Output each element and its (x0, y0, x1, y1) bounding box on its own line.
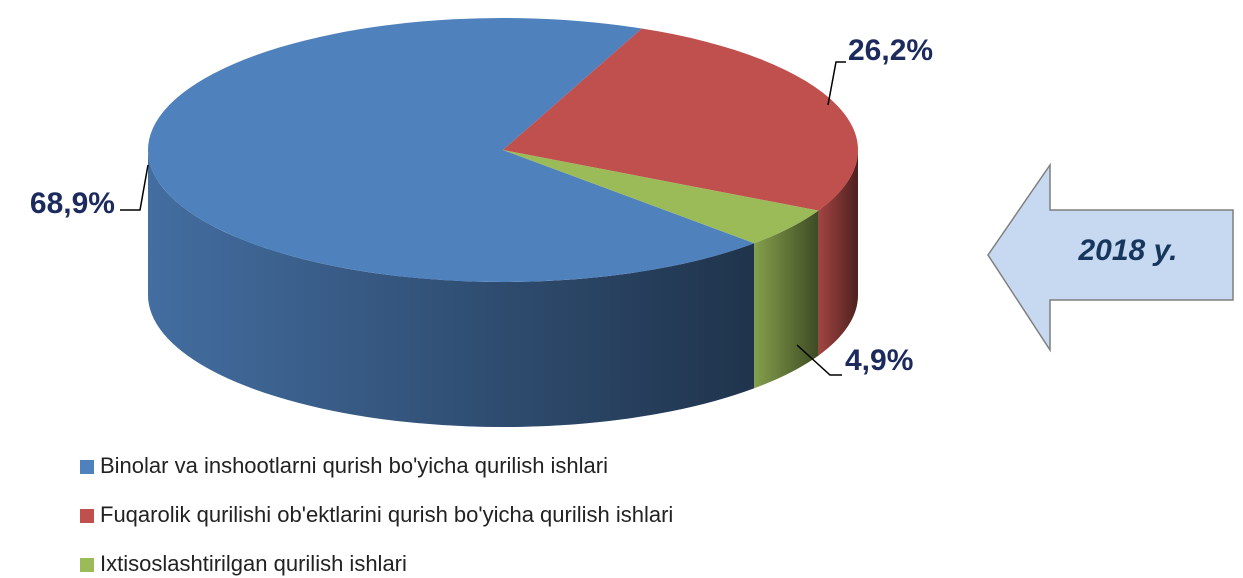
leader-line (827, 61, 846, 106)
arrow (987, 162, 1234, 353)
legend-label: Binolar va inshootlarni qurish bo'yicha … (100, 453, 608, 478)
leader-line (796, 344, 842, 376)
leader-line (120, 164, 149, 211)
legend-label: Fuqarolik qurilishi ob'ektlarini qurish … (100, 502, 673, 527)
side-shade (818, 150, 858, 356)
legend-swatch (80, 558, 94, 572)
legend-label: Ixtisoslashtirilgan qurilish ishlari (100, 551, 407, 576)
annotation: 2018 y. (1078, 234, 1178, 267)
value-label: 68,9% (30, 187, 115, 220)
side-shade (147, 150, 755, 427)
side-shade (754, 210, 819, 389)
slice (503, 28, 858, 211)
slice (503, 150, 819, 244)
legend-swatch (80, 460, 94, 474)
slice (147, 17, 755, 282)
value-label: 26,2% (848, 34, 933, 67)
legend-swatch (80, 509, 94, 523)
pie (147, 17, 858, 427)
value-label: 4,9% (845, 344, 913, 377)
